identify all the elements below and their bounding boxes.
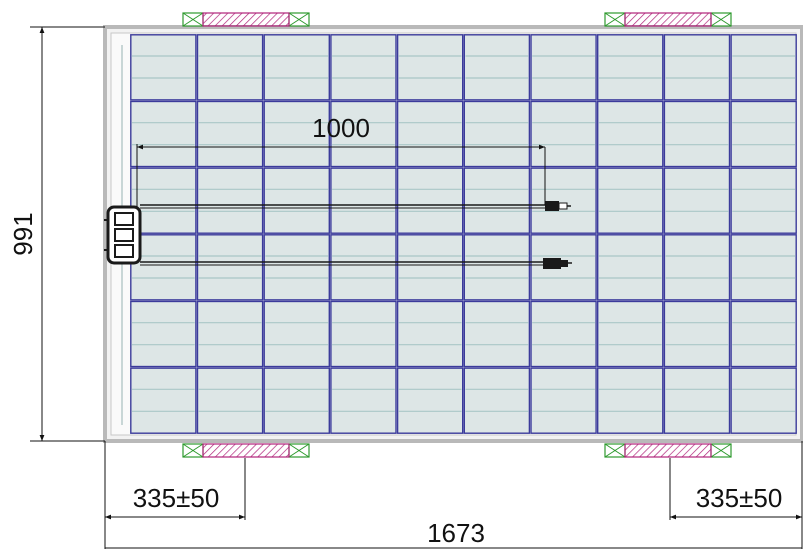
solar-cell (130, 300, 197, 368)
solar-cell (663, 100, 731, 168)
cell-grid (130, 34, 797, 434)
length-label: 1673 (427, 518, 485, 548)
solar-cell (663, 167, 731, 234)
mounting-clamp-icon (604, 12, 732, 27)
clamp-offset-left-label: 335±50 (133, 483, 220, 513)
mounting-clamp-icon (182, 443, 310, 458)
solar-cell (396, 100, 464, 168)
solar-cell (597, 167, 664, 234)
solar-cell (196, 100, 264, 168)
solar-cell (597, 234, 664, 301)
dimension-clamp-offset-left: 335±50 (104, 441, 246, 549)
solar-cell (330, 300, 397, 368)
solar-cell (130, 167, 197, 234)
solar-cell (396, 167, 464, 234)
solar-cell (263, 167, 331, 234)
solar-cell (196, 367, 264, 434)
junction-box-icon (104, 205, 142, 265)
solar-cell (663, 234, 731, 301)
solar-cell (263, 300, 331, 368)
solar-cell (530, 234, 597, 301)
dimension-length: 1673 (105, 518, 802, 549)
solar-cell (730, 34, 797, 101)
mounting-clamp-icon (604, 443, 732, 458)
solar-cell (463, 167, 531, 234)
solar-cell (597, 34, 664, 101)
solar-cell (330, 100, 397, 168)
dimension-cable-length: 1000 (136, 113, 546, 207)
dimension-clamp-offset-right: 335±50 (669, 441, 803, 549)
solar-cell (330, 167, 397, 234)
solar-cell (196, 300, 264, 368)
solar-cell (196, 167, 264, 234)
solar-cell (530, 34, 597, 101)
solar-cell (196, 234, 264, 301)
solar-cell (530, 300, 597, 368)
solar-cell (396, 234, 464, 301)
solar-cell (663, 300, 731, 368)
solar-cell (530, 367, 597, 434)
solar-cell (597, 300, 664, 368)
connector-positive-icon (545, 201, 571, 211)
solar-cell (463, 300, 531, 368)
cable-length-label: 1000 (312, 113, 370, 143)
solar-cell (463, 34, 531, 101)
height-label: 991 (8, 212, 38, 255)
solar-cell (463, 367, 531, 434)
solar-cell (330, 234, 397, 301)
solar-cell (463, 100, 531, 168)
solar-cell (130, 367, 197, 434)
cable-assembly (140, 204, 545, 266)
solar-cell (730, 300, 797, 368)
solar-cell (463, 234, 531, 301)
solar-cell (663, 34, 731, 101)
solar-cell (130, 234, 197, 301)
solar-cell (730, 367, 797, 434)
solar-cell (663, 367, 731, 434)
solar-cell (530, 100, 597, 168)
solar-cell (263, 34, 331, 101)
solar-cell (263, 367, 331, 434)
solar-cell (396, 34, 464, 101)
solar-cell (396, 367, 464, 434)
connector-negative-icon (543, 258, 572, 269)
mounting-clamp-icon (182, 12, 310, 27)
solar-cell (330, 367, 397, 434)
solar-cell (730, 100, 797, 168)
solar-cell (396, 300, 464, 368)
solar-cell (130, 100, 197, 168)
solar-cell (263, 234, 331, 301)
solar-cell (597, 100, 664, 168)
solar-cell (597, 367, 664, 434)
solar-cell (530, 167, 597, 234)
mounting-clamps (182, 12, 732, 458)
dimension-height: 991 (8, 26, 105, 442)
solar-cell (130, 34, 197, 101)
solar-cell (730, 167, 797, 234)
solar-cell (730, 234, 797, 301)
solar-cell (330, 34, 397, 101)
clamp-offset-right-label: 335±50 (696, 483, 783, 513)
solar-cell (196, 34, 264, 101)
